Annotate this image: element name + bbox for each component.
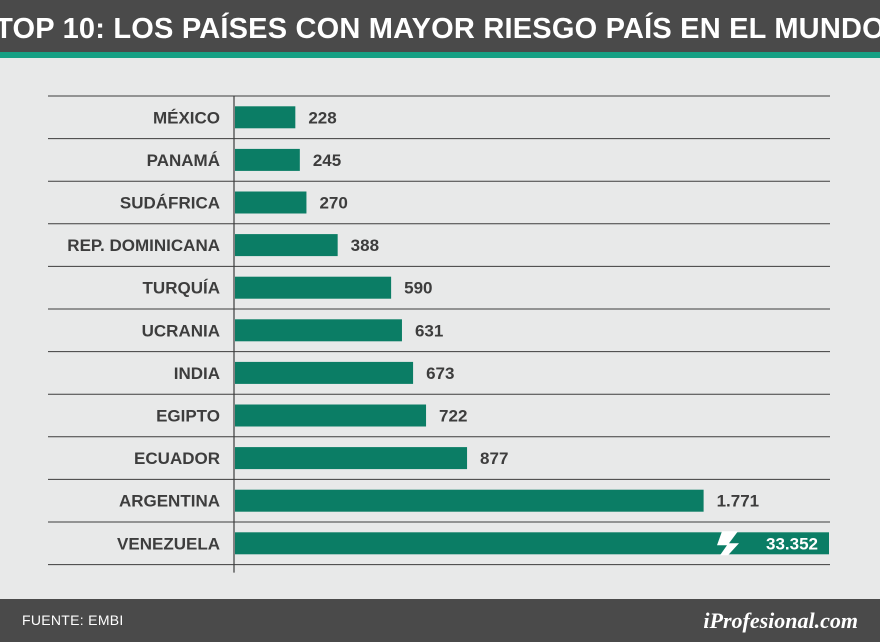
header-bar: TOP 10: LOS PAÍSES CON MAYOR RIESGO PAÍS… xyxy=(0,0,880,58)
value-label: 33.352 xyxy=(766,534,818,553)
bar xyxy=(235,404,427,427)
bar xyxy=(235,234,338,257)
value-label: 590 xyxy=(404,279,432,298)
category-label: TURQUÍA xyxy=(143,279,220,298)
footer-bar: FUENTE: EMBI iProfesional.com xyxy=(0,599,880,642)
category-label: REP. DOMINICANA xyxy=(67,236,220,255)
value-label: 228 xyxy=(308,108,336,127)
category-label: PANAMÁ xyxy=(147,151,220,170)
category-label: VENEZUELA xyxy=(117,534,220,553)
value-label: 270 xyxy=(319,194,347,213)
category-label: UCRANIA xyxy=(142,321,220,340)
category-label: INDIA xyxy=(174,364,220,383)
source-label: FUENTE: EMBI xyxy=(22,612,124,628)
bar xyxy=(235,148,300,171)
bar xyxy=(235,532,829,555)
value-label: 673 xyxy=(426,364,454,383)
bar xyxy=(235,106,296,129)
axis-break-zigzag-icon xyxy=(717,531,739,556)
chart-title: TOP 10: LOS PAÍSES CON MAYOR RIESGO PAÍS… xyxy=(0,12,880,45)
category-label: SUDÁFRICA xyxy=(120,194,220,213)
value-label: 631 xyxy=(415,321,443,340)
category-label: ECUADOR xyxy=(134,449,220,468)
bar xyxy=(235,319,402,342)
bar xyxy=(235,276,392,299)
value-label: 245 xyxy=(313,151,341,170)
bar-chart: MÉXICO 228 PANAMÁ 245 SUDÁFRICA 270 REP. DOMIN… xyxy=(48,95,830,573)
brand-logo: iProfesional.com xyxy=(703,608,858,633)
bar xyxy=(235,191,307,214)
bar xyxy=(235,489,704,512)
chart-area: MÉXICO 228 PANAMÁ 245 SUDÁFRICA 270 REP. DOMIN… xyxy=(0,58,880,598)
category-label: MÉXICO xyxy=(153,108,220,127)
category-label: EGIPTO xyxy=(156,407,220,426)
value-label: 1.771 xyxy=(717,492,760,511)
value-label: 388 xyxy=(351,236,379,255)
value-label: 877 xyxy=(480,449,508,468)
category-label: ARGENTINA xyxy=(119,492,220,511)
bar xyxy=(235,361,414,384)
value-label: 722 xyxy=(439,407,467,426)
bar xyxy=(235,447,468,470)
